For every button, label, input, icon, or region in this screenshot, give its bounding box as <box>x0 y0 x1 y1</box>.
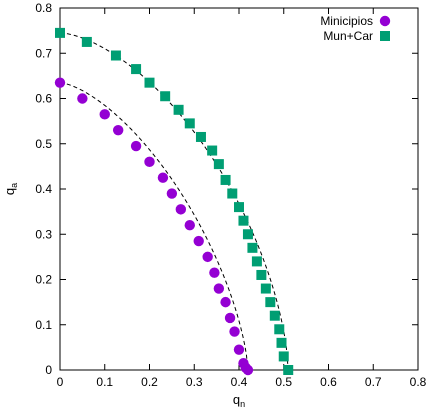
y-tick-label: 0.7 <box>35 46 52 60</box>
series-1-point <box>166 188 178 199</box>
x-tick-label: 0.1 <box>96 375 113 389</box>
series-2-point <box>207 145 218 156</box>
series-2-point <box>131 64 142 75</box>
series-2-point <box>276 337 287 348</box>
x-tick-label: 0.4 <box>231 375 248 389</box>
y-tick-label: 0.2 <box>35 273 52 287</box>
series-1-point <box>130 140 142 152</box>
series-1-point <box>242 364 254 376</box>
legend-marker-series-2 <box>380 31 390 41</box>
series-2-point <box>173 104 184 115</box>
series-2-point <box>238 215 249 226</box>
x-axis-title: qn <box>233 392 245 409</box>
series-1-point <box>220 296 231 308</box>
y-tick-label: 0 <box>45 363 52 377</box>
series-1-point <box>233 344 245 355</box>
series-2-point <box>234 202 244 213</box>
series-2-point <box>195 131 206 142</box>
data-points <box>54 27 294 376</box>
legend: Minicipios Mun+Car <box>320 14 391 43</box>
axis-ticks: 0 0.1 0.2 0.3 0.4 0.5 0.6 0.7 0.8 0 0.1 0.2 0.3 0.4 0.… <box>35 1 426 389</box>
fit-curve-1 <box>59 82 249 371</box>
series-2-point <box>184 118 195 129</box>
x-tick-label: 0.6 <box>320 375 337 389</box>
series-2-point <box>283 365 294 375</box>
series-2-point <box>160 91 171 102</box>
series-2-point <box>81 36 92 47</box>
legend-label-series-2: Mun+Car <box>323 29 373 43</box>
plot-frame <box>59 7 419 371</box>
series-1-point <box>54 77 66 88</box>
series-2-point <box>251 256 262 267</box>
fit-curve-2 <box>59 32 289 371</box>
y-tick-label: 0.4 <box>35 182 52 196</box>
series-2-point <box>260 283 271 294</box>
y-axis-title: qa <box>2 183 19 195</box>
series-1-point <box>184 220 195 231</box>
series-2-point <box>227 188 238 199</box>
series-2-point <box>55 27 65 38</box>
series-2-point <box>144 77 155 88</box>
series-2-point <box>256 269 267 280</box>
legend-marker-series-1 <box>379 15 391 27</box>
y-tick-label: 0.3 <box>35 227 52 241</box>
series-2-point <box>242 229 253 240</box>
series-2-point <box>110 50 121 61</box>
series-2-point <box>247 242 258 253</box>
series-1-point <box>229 326 240 337</box>
x-tick-label: 0.2 <box>141 375 158 389</box>
series-2-point <box>278 351 289 362</box>
series-1-point <box>99 109 110 120</box>
series-2-point <box>213 159 224 170</box>
series-1-point <box>77 93 88 104</box>
x-tick-label: 0.7 <box>365 375 382 389</box>
series-1-point <box>175 204 187 215</box>
series-1-point <box>193 235 204 247</box>
legend-label-series-1: Minicipios <box>320 14 373 28</box>
y-tick-label: 0.8 <box>35 1 52 15</box>
y-tick-label: 0.6 <box>35 92 52 106</box>
series-2-point <box>265 297 276 308</box>
x-tick-label: 0 <box>57 375 64 389</box>
series-2-point <box>220 174 231 185</box>
y-tick-label: 0.1 <box>35 318 52 332</box>
series-1-point <box>202 251 213 263</box>
x-tick-label: 0.8 <box>410 375 427 389</box>
fit-curves <box>59 32 289 371</box>
series-1-point <box>209 267 220 278</box>
series-1-point <box>213 283 225 294</box>
series-1-point <box>112 124 124 136</box>
series-1-point <box>144 156 155 168</box>
series-2-point <box>274 324 285 335</box>
y-tick-label: 0.5 <box>35 137 52 151</box>
x-tick-label: 0.5 <box>275 375 292 389</box>
series-2-point <box>269 310 280 321</box>
x-tick-label: 0.3 <box>186 375 203 389</box>
series-1-point <box>224 312 236 324</box>
series-1-point <box>157 172 169 183</box>
